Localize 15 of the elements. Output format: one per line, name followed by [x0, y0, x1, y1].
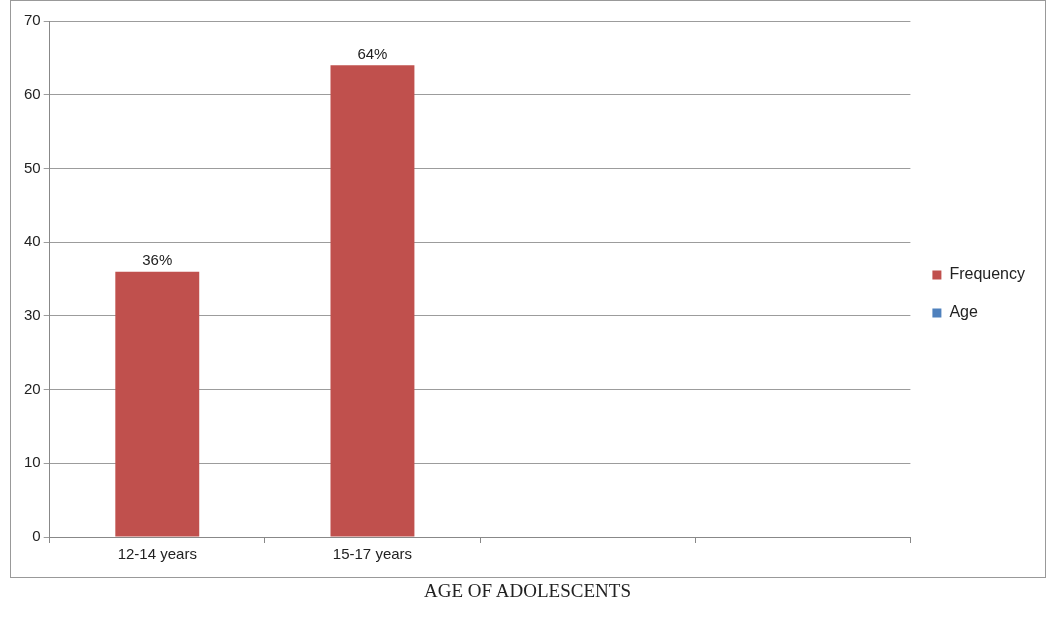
legend-label: Age: [949, 303, 978, 321]
y-tick-label: 10: [24, 453, 41, 471]
x-tick-label: 15-17 years: [332, 545, 413, 563]
y-tick-label: 30: [24, 306, 41, 323]
x-axis-title: AGE OF ADOLESCENTS: [423, 580, 632, 602]
y-tick-label: 70: [24, 11, 41, 29]
y-tick-label: 60: [24, 84, 41, 102]
x-tick-label: 12-14 years: [117, 545, 197, 563]
data-label: 36%: [142, 251, 173, 269]
y-tick-label: 40: [24, 232, 41, 250]
y-tick-label: 20: [24, 379, 41, 397]
y-tick-label: 0: [32, 527, 41, 545]
y-tick-label: 50: [24, 158, 41, 176]
data-label: 64%: [357, 44, 388, 62]
legend-label: Frequency: [949, 265, 1025, 283]
